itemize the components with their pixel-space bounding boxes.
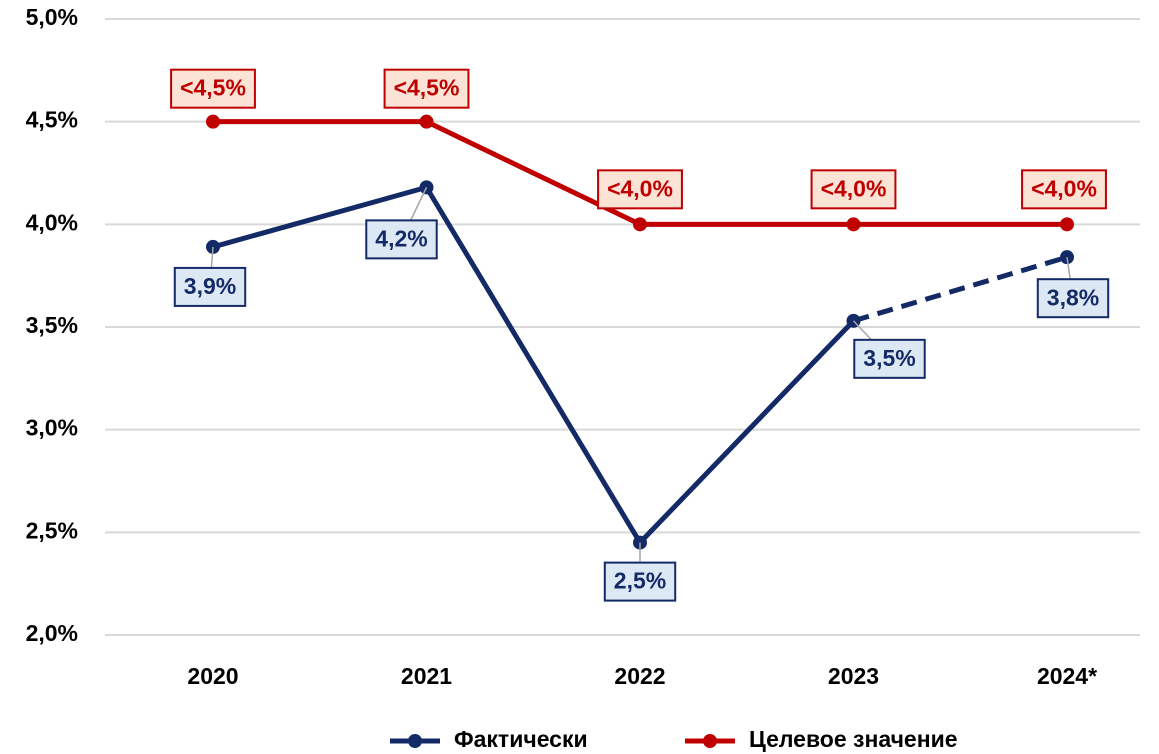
x-tick-label: 2020 — [187, 663, 238, 689]
point — [206, 114, 220, 129]
y-tick-label: 3,0% — [26, 415, 78, 441]
value-label: 2,5% — [614, 568, 666, 594]
y-tick-label: 4,0% — [26, 209, 78, 235]
x-tick-label: 2024* — [1037, 663, 1097, 689]
y-tick-label: 2,0% — [26, 620, 78, 646]
value-label: <4,5% — [180, 75, 246, 101]
point — [419, 114, 434, 129]
value-label: 3,5% — [863, 345, 915, 371]
value-label-box — [1021, 169, 1107, 210]
line-path — [212, 184, 856, 546]
legend-marker — [703, 734, 717, 748]
value-label: <4,0% — [821, 175, 887, 201]
x-tick-label: 2021 — [401, 663, 452, 689]
x-tick-label: 2023 — [828, 663, 879, 689]
value-label: <4,0% — [1031, 175, 1097, 201]
value-label: <4,0% — [607, 175, 673, 201]
value-label-box — [170, 68, 256, 109]
value-label-box — [365, 219, 438, 260]
y-tick-label: 3,5% — [26, 312, 78, 338]
value-label-box — [853, 338, 926, 379]
value-label-box — [597, 169, 683, 210]
y-tick-label: 5,0% — [26, 4, 78, 30]
value-label-box — [603, 561, 677, 602]
value-label-box — [383, 68, 470, 109]
legend-label: Целевое значение — [749, 726, 958, 752]
value-label-box — [1036, 278, 1110, 319]
line-path-dashed — [852, 254, 1068, 324]
point — [846, 217, 861, 232]
value-label: <4,5% — [394, 75, 460, 101]
y-tick-label: 4,5% — [26, 107, 78, 133]
x-tick-label: 2022 — [614, 663, 665, 689]
legend-label: Фактически — [454, 726, 588, 752]
y-tick-label: 2,5% — [26, 517, 78, 543]
point — [633, 217, 647, 232]
point — [1060, 217, 1074, 232]
value-label-box — [810, 169, 897, 210]
value-label-box — [173, 266, 247, 307]
value-label: 3,8% — [1047, 284, 1099, 310]
value-label: 4,2% — [375, 225, 427, 251]
legend-marker — [408, 734, 422, 748]
value-label: 3,9% — [184, 273, 236, 299]
